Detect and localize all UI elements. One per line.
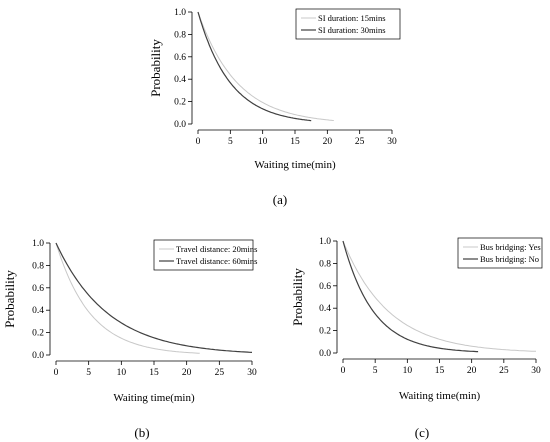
x-tick-label: 0 — [196, 137, 201, 147]
y-tick-label: 0.8 — [319, 259, 331, 269]
legend-label: SI duration: 15mins — [318, 13, 386, 23]
x-tick-label: 5 — [373, 366, 378, 376]
y-tick-label: 0.2 — [32, 329, 44, 339]
series-line-2 — [197, 11, 312, 122]
x-tick-label: 25 — [215, 368, 225, 378]
x-tick-label: 25 — [355, 137, 365, 147]
x-tick-label: 20 — [323, 137, 333, 147]
legend-label: SI duration: 30mins — [318, 25, 386, 35]
x-tick-label: 30 — [531, 366, 541, 376]
series-line-1 — [197, 11, 334, 121]
legend-box — [457, 237, 543, 269]
x-axis-label: Waiting time(min) — [254, 159, 336, 171]
y-tick-label: 0.0 — [32, 351, 44, 361]
x-tick-label: 10 — [403, 366, 413, 376]
legend-label: Travel distance: 20mins — [176, 244, 257, 254]
x-tick-label: 10 — [117, 368, 127, 378]
legend-label: Travel distance: 60mins — [176, 256, 257, 266]
x-tick-label: 0 — [54, 368, 59, 378]
y-tick-label: 0.6 — [32, 284, 44, 294]
y-tick-label: 0.0 — [174, 120, 186, 130]
legend-label: Bus bridging: No — [480, 254, 539, 264]
x-axis-label: Waiting time(min) — [399, 390, 481, 402]
series-line-1 — [55, 242, 200, 354]
x-tick-label: 10 — [258, 137, 268, 147]
x-tick-label: 5 — [86, 368, 91, 378]
y-axis-label: Probability — [2, 270, 17, 328]
y-tick-label: 1.0 — [319, 237, 331, 247]
y-tick-label: 0.2 — [319, 327, 331, 337]
legend-box — [295, 8, 401, 40]
x-tick-label: 30 — [247, 368, 257, 378]
legend-box — [153, 239, 254, 271]
y-tick-label: 0.8 — [174, 30, 186, 40]
y-tick-label: 0.2 — [174, 98, 186, 108]
x-tick-label: 20 — [182, 368, 192, 378]
legend-label: Bus bridging: Yes — [480, 242, 541, 252]
y-tick-label: 1.0 — [174, 8, 186, 18]
panel-c: 0 5 10 15 20 25 30 0.0 0.2 0.4 0.6 0.8 1.0 Waiting ti… — [290, 237, 543, 402]
x-axis-label: Waiting time(min) — [113, 392, 195, 404]
y-axis-label: Probability — [148, 39, 163, 97]
y-tick-label: 1.0 — [32, 239, 44, 249]
x-tick-label: 20 — [467, 366, 477, 376]
y-tick-label: 0.0 — [319, 349, 331, 359]
y-tick-label: 0.4 — [174, 75, 186, 85]
panel-a-label: (a) — [273, 192, 287, 207]
x-tick-label: 25 — [499, 366, 509, 376]
x-tick-label: 30 — [387, 137, 397, 147]
x-tick-label: 15 — [435, 366, 445, 376]
x-tick-label: 15 — [290, 137, 300, 147]
y-tick-label: 0.4 — [32, 306, 44, 316]
y-tick-label: 0.6 — [319, 282, 331, 292]
x-tick-label: 0 — [341, 366, 346, 376]
panel-b: 0 5 10 15 20 25 30 0.0 0.2 0.4 0.6 0.8 1.0 Waiting ti… — [2, 239, 257, 404]
series-line-1 — [342, 240, 537, 352]
y-tick-label: 0.8 — [32, 261, 44, 271]
y-axis-label: Probability — [290, 268, 305, 326]
x-tick-label: 15 — [149, 368, 159, 378]
series-line-2 — [342, 240, 479, 353]
panel-c-label: (c) — [415, 425, 429, 440]
y-tick-label: 0.6 — [174, 53, 186, 63]
panel-b-label: (b) — [134, 425, 149, 440]
y-tick-label: 0.4 — [319, 304, 331, 314]
series-line-2 — [55, 242, 253, 353]
x-tick-label: 5 — [228, 137, 233, 147]
panel-a: 0 5 10 15 20 25 30 0.0 0.2 0.4 0.6 0.8 1.0 Waiting ti… — [148, 8, 401, 171]
